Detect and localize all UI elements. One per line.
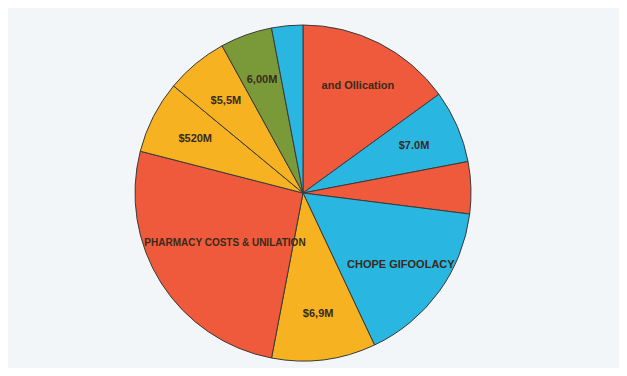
svg-text:CHOPE GIFOOLACY: CHOPE GIFOOLACY (347, 258, 455, 270)
svg-text:$520M: $520M (178, 132, 212, 144)
svg-text:and Ollication: and Ollication (322, 79, 395, 91)
svg-text:6,00M: 6,00M (247, 73, 278, 85)
svg-text:PHARMACY COSTS & UNILATION: PHARMACY COSTS & UNILATION (144, 237, 305, 248)
svg-text:$6,9M: $6,9M (303, 307, 334, 319)
svg-text:$5,5M: $5,5M (211, 94, 242, 106)
svg-text:$7.0M: $7.0M (399, 139, 430, 151)
